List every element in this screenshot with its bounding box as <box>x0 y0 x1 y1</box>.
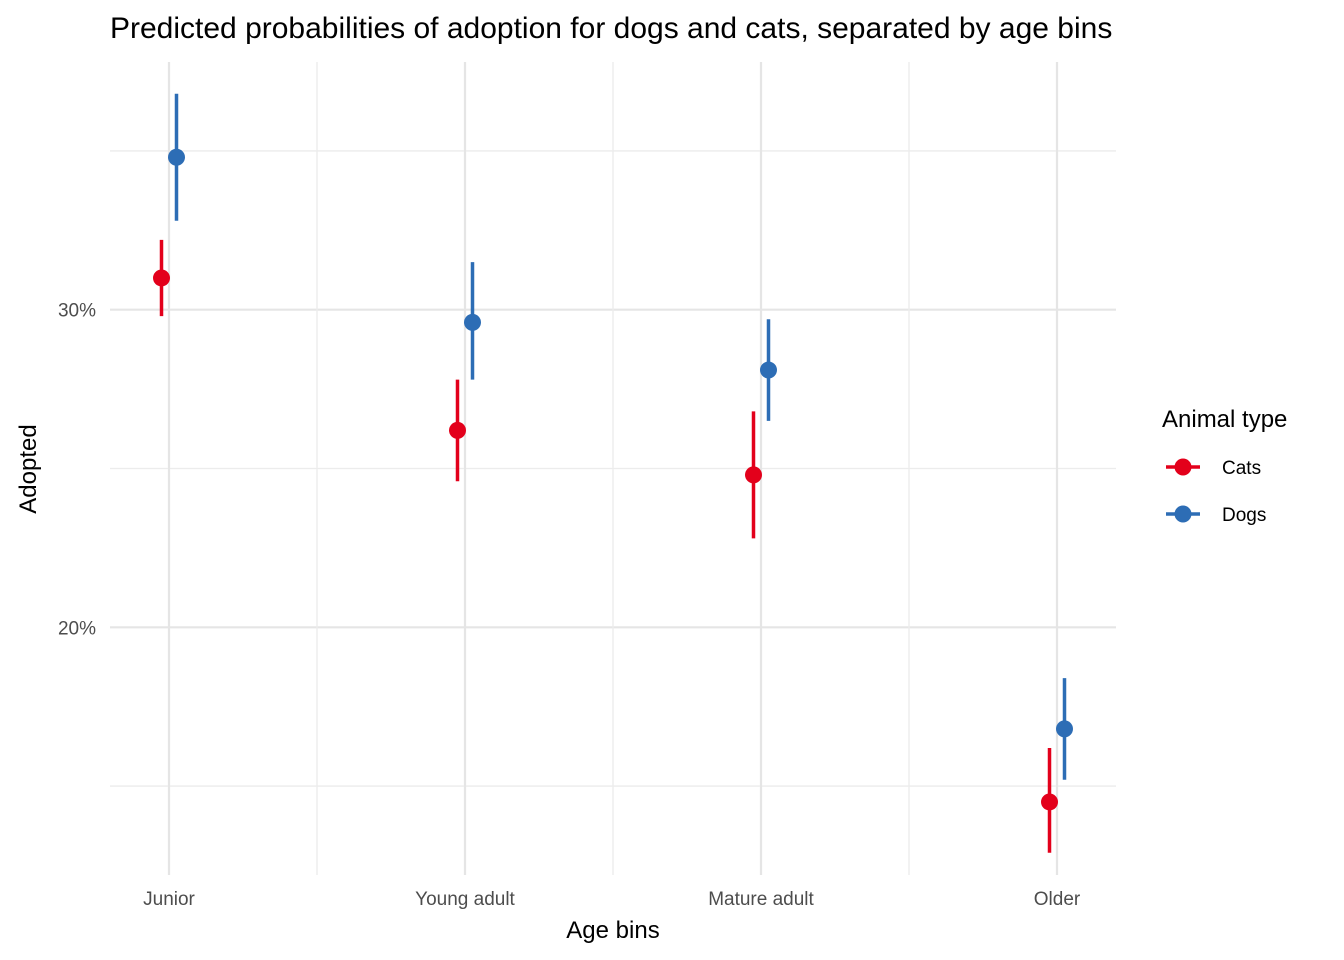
y-axis: 20% 30% <box>58 301 96 640</box>
y-tick-label: 20% <box>58 618 96 639</box>
y-tick-label: 30% <box>58 301 96 322</box>
x-axis: Junior Young adult Mature adult Older <box>143 889 1081 910</box>
x-tick-label: Older <box>1034 889 1081 910</box>
data-point <box>153 269 170 287</box>
x-tick-label: Junior <box>143 889 195 910</box>
data-point <box>449 421 466 439</box>
legend-title: Animal type <box>1162 406 1287 433</box>
data-point <box>464 313 481 331</box>
legend-item-cats: Cats <box>1166 458 1261 479</box>
legend: Animal type Cats Dogs <box>1162 406 1287 526</box>
legend-item-dogs: Dogs <box>1166 505 1266 526</box>
legend-label: Cats <box>1222 458 1261 479</box>
data-point <box>745 466 762 484</box>
y-axis-title: Adopted <box>15 424 42 513</box>
grid <box>110 62 1116 875</box>
data-point <box>1041 793 1058 811</box>
series-dogs <box>168 93 1073 780</box>
data-point <box>760 361 777 379</box>
plot-marks <box>153 93 1073 853</box>
legend-key-point <box>1174 458 1192 476</box>
data-point <box>168 148 185 166</box>
legend-key-point <box>1174 505 1192 523</box>
x-tick-label: Mature adult <box>708 889 814 910</box>
series-cats <box>153 239 1058 853</box>
x-tick-label: Young adult <box>415 889 515 910</box>
chart-title: Predicted probabilities of adoption for … <box>110 12 1112 45</box>
legend-label: Dogs <box>1222 505 1266 526</box>
data-point <box>1056 720 1073 738</box>
x-axis-title: Age bins <box>566 917 659 944</box>
